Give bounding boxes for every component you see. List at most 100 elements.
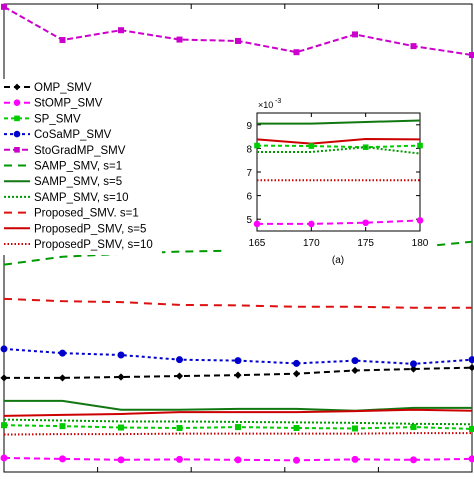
legend-marker xyxy=(14,147,20,153)
data-point xyxy=(469,425,474,432)
series-proposed-smv-s-1 xyxy=(3,297,472,309)
legend-label: StOMP_SMV xyxy=(34,98,103,110)
data-point xyxy=(0,345,8,353)
data-point xyxy=(58,374,67,382)
inset-caption: (a) xyxy=(332,255,344,266)
data-point xyxy=(176,356,183,364)
series-line-samp-smv-s-10 xyxy=(3,418,473,426)
data-point xyxy=(117,351,125,359)
data-point xyxy=(410,456,417,464)
inset-y-tick-label: 8 xyxy=(246,144,252,155)
data-point xyxy=(234,456,242,464)
inset-series-4 xyxy=(257,146,421,155)
legend-label: SAMP_SMV, s=10 xyxy=(34,192,129,204)
inset-y-tick-label: 7 xyxy=(246,168,252,179)
data-point xyxy=(468,364,474,372)
legend-label: ProposedP_SMV, s=5 xyxy=(34,223,146,235)
data-point xyxy=(351,366,359,375)
data-point xyxy=(352,31,358,38)
inset-series-line xyxy=(257,146,421,155)
series-line-proposedp-smv-s-10 xyxy=(3,432,472,436)
inset-series-line xyxy=(256,144,421,149)
inset-data-point xyxy=(253,220,261,228)
data-point xyxy=(410,43,417,50)
data-point xyxy=(293,456,300,464)
inset-data-point xyxy=(308,143,315,149)
series-line-proposedp-smv-s-5 xyxy=(3,408,473,417)
inset-exponent-power: -3 xyxy=(275,98,281,105)
data-point xyxy=(0,374,8,382)
data-point xyxy=(1,3,7,10)
data-point xyxy=(118,27,124,34)
inset-chart: ×10 -3 5 6 7 8 9 165 170 175 180 (a) xyxy=(222,92,434,270)
inset-x-tick-label: 165 xyxy=(249,238,266,249)
legend-entry: SP_SMV xyxy=(4,113,81,125)
inset-data-point xyxy=(308,220,315,228)
series-line-proposed-smv-s-1 xyxy=(3,297,472,309)
legend-entry: ProposedP_SMV, s=5 xyxy=(4,223,146,235)
series-proposedp-smv-s-10 xyxy=(3,432,472,436)
data-point xyxy=(410,424,417,431)
data-point xyxy=(59,455,66,463)
legend-label: OMP_SMV xyxy=(34,82,92,94)
legend-marker xyxy=(13,130,21,138)
inset-data-point xyxy=(362,219,369,227)
series-sp-smv xyxy=(1,422,474,432)
legend: OMP_SMV StOMP_SMV SP_SMV CoSaMP_SMV StoGradM… xyxy=(0,79,162,255)
inset-x-tick-label: 180 xyxy=(412,238,429,249)
data-point xyxy=(352,425,358,432)
inset-data-point xyxy=(416,217,424,224)
legend-entry: SAMP_SMV, s=5 xyxy=(4,176,122,188)
data-point xyxy=(293,425,300,432)
inset-x-tick-label: 175 xyxy=(357,238,374,249)
data-point xyxy=(117,373,125,381)
data-point xyxy=(468,356,474,364)
data-point xyxy=(59,37,66,44)
series-omp-smv xyxy=(0,364,474,382)
data-point xyxy=(293,359,300,367)
series-line-stogradmp-smv xyxy=(3,5,473,57)
inset-data-point xyxy=(254,142,260,149)
data-point xyxy=(59,349,66,357)
data-point xyxy=(1,422,7,429)
data-point xyxy=(176,36,183,43)
legend-entry: SAMP_SMV, s=10 xyxy=(4,192,129,204)
data-point xyxy=(176,425,183,432)
inset-series-line xyxy=(256,137,421,145)
series-cosamp-smv xyxy=(0,345,474,368)
legend-marker xyxy=(14,115,20,122)
legend-entry: StOMP_SMV xyxy=(4,98,103,110)
inset-series-line xyxy=(257,119,421,125)
series-stogradmp-smv xyxy=(1,3,474,59)
legend-entry: ProposedP_SMV, s=10 xyxy=(4,239,153,251)
data-point xyxy=(59,423,66,430)
series-proposedp-smv-s-5 xyxy=(3,408,473,417)
legend-entry: SAMP_SMV, s=1 xyxy=(4,161,122,173)
legend-entry: Proposed_SMV. s=1 xyxy=(4,208,139,220)
main-series-layer xyxy=(0,3,474,464)
data-point xyxy=(176,455,183,463)
inset-y-tick-label: 6 xyxy=(246,192,252,203)
series-line-samp-smv-s-5 xyxy=(4,399,472,412)
data-point xyxy=(117,456,125,464)
inset-data-point xyxy=(417,142,423,149)
legend-entry: CoSaMP_SMV xyxy=(4,129,112,141)
legend-label: SAMP_SMV, s=1 xyxy=(34,161,122,173)
series-stomp-smv xyxy=(0,454,474,464)
data-point xyxy=(468,455,474,463)
data-point xyxy=(351,455,359,463)
data-point xyxy=(235,37,241,44)
data-point xyxy=(409,365,418,373)
legend-marker xyxy=(13,99,21,106)
data-point xyxy=(234,357,242,365)
inset-y-tick-label: 5 xyxy=(246,215,252,226)
legend-label: SAMP_SMV, s=5 xyxy=(34,176,122,188)
legend-label: Proposed_SMV. s=1 xyxy=(34,208,139,220)
legend-label: ProposedP_SMV, s=10 xyxy=(34,239,153,251)
inset-series-2 xyxy=(256,137,421,145)
legend-entry: StoGradMP_SMV xyxy=(4,145,126,157)
series-samp-smv-s-10 xyxy=(3,418,473,426)
data-point xyxy=(469,52,474,59)
data-point xyxy=(351,357,359,365)
